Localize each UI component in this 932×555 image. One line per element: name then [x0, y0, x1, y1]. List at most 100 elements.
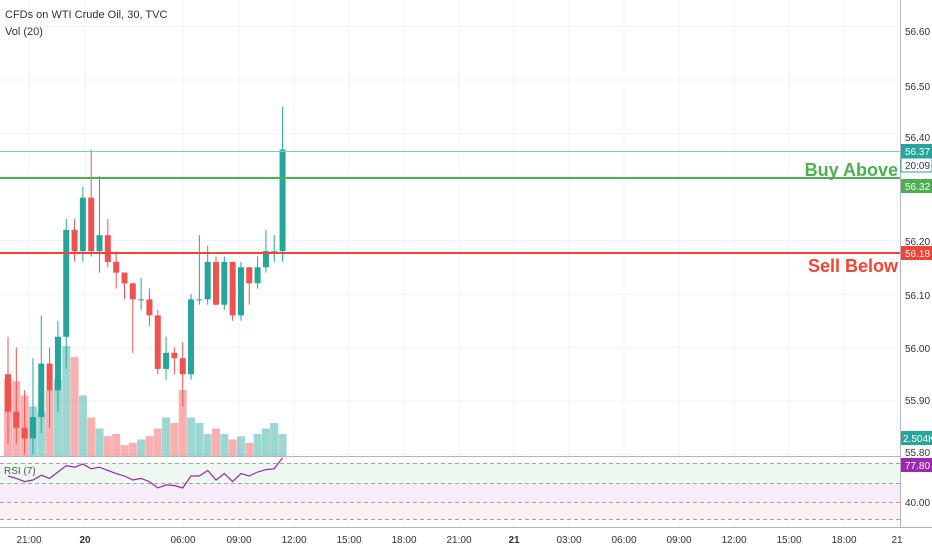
volume-bar [245, 442, 254, 456]
rsi-overbought-zone [0, 463, 900, 483]
rsi-oversold-zone [0, 503, 900, 519]
volume-bar [278, 434, 287, 456]
candle-body [271, 251, 278, 253]
candle-body [121, 272, 128, 284]
candle-body [279, 149, 286, 252]
candle-body [46, 363, 53, 391]
candle-body [5, 374, 11, 412]
time-label: 06:00 [611, 535, 636, 546]
countdown-value: 20:09 [905, 161, 930, 172]
buy-price-value: 56.32 [905, 182, 930, 193]
candle-body [129, 283, 136, 300]
candle-body [229, 261, 236, 316]
sell-below-label[interactable]: Sell Below [808, 256, 899, 276]
time-label: 06:00 [170, 535, 195, 546]
candle-body [237, 267, 244, 316]
candle-body [79, 197, 86, 252]
volume-bar [212, 428, 220, 456]
candle-body [171, 352, 178, 359]
volume-bar [37, 412, 46, 456]
candle-body [146, 299, 153, 316]
volume-bar [261, 428, 270, 456]
price-tick: 56.40 [905, 133, 930, 144]
volume-bar [170, 423, 179, 456]
candle-body [246, 267, 253, 284]
candle-body [138, 299, 145, 301]
candle-body [21, 427, 28, 439]
candle-body [71, 229, 78, 252]
volume-bar [128, 442, 137, 456]
candle-body [163, 352, 170, 369]
candle-body [262, 251, 269, 268]
grid-lines [0, 0, 900, 527]
time-label: 12:00 [281, 535, 306, 546]
time-label: 21:00 [446, 535, 471, 546]
candle-body [29, 417, 36, 439]
candle-body [63, 229, 70, 337]
volume-bar [145, 436, 154, 456]
candle-body [196, 299, 203, 301]
volume-bar [153, 428, 162, 456]
rsi-pane[interactable]: RSI (7) [0, 456, 932, 520]
time-label: 21:00 [16, 535, 41, 546]
rsi-label: RSI (7) [4, 466, 36, 477]
volume-bar [162, 417, 171, 456]
volume-bar [187, 417, 196, 456]
volume-bar [70, 357, 79, 456]
price-tick: 55.80 [905, 448, 930, 459]
candle-body [204, 261, 211, 300]
sell-price-badge [901, 246, 932, 260]
volume-bar [103, 436, 112, 456]
time-axis[interactable]: 21:00 20 06:00 09:00 12:00 15:00 18:00 2… [0, 527, 932, 547]
volume-bar [78, 395, 87, 456]
volume-bar [87, 417, 96, 456]
time-label: 18:00 [391, 535, 416, 546]
price-axis[interactable]: 56.60 56.50 56.40 56.20 56.10 56.00 55.9… [900, 0, 932, 550]
volume-value: 2.504K [903, 434, 932, 445]
rsi-value: 77.80 [905, 461, 930, 472]
buy-above-label[interactable]: Buy Above [805, 160, 898, 180]
volume-bar [236, 436, 245, 456]
candle-body [54, 336, 61, 391]
price-tick: 56.00 [905, 344, 930, 355]
time-label: 15:00 [336, 535, 361, 546]
candle-body [179, 358, 186, 375]
candle-body [38, 363, 45, 418]
candle-body [88, 197, 95, 252]
volume-bar [112, 434, 121, 456]
last-price-value: 56.37 [905, 147, 930, 158]
volume-bar [203, 434, 212, 456]
main-pane[interactable] [0, 0, 900, 456]
candles [5, 106, 286, 455]
candle-body [96, 235, 103, 252]
rsi-tick: 40.00 [905, 498, 930, 509]
chart-title: CFDs on WTI Crude Oil, 30, TVC [5, 9, 167, 21]
volume-bar [120, 445, 129, 456]
countdown-badge [900, 157, 932, 173]
rsi-badge [901, 458, 932, 472]
time-label: 21 [508, 535, 520, 546]
candle-body [221, 261, 228, 305]
price-tick: 56.10 [905, 291, 930, 302]
volume-bar [228, 439, 237, 456]
volume-bar [95, 428, 104, 456]
volume-label: Vol (20) [5, 26, 43, 38]
candle-body [213, 261, 219, 305]
volume-bar [195, 423, 204, 456]
price-tick: 56.20 [905, 237, 930, 248]
volume-bar [253, 434, 262, 456]
volume-bar [137, 439, 146, 456]
candle-body [113, 261, 120, 273]
rsi-line [7, 457, 284, 489]
volume-bar [270, 423, 279, 456]
price-tick: 56.60 [905, 27, 930, 38]
time-label: 03:00 [556, 535, 581, 546]
candle-body [188, 299, 195, 375]
sell-price-value: 56.18 [905, 249, 930, 260]
volume-bar [220, 434, 229, 456]
candle-body [13, 411, 20, 428]
volume-bar [178, 390, 187, 456]
price-tick: 56.50 [905, 82, 930, 93]
